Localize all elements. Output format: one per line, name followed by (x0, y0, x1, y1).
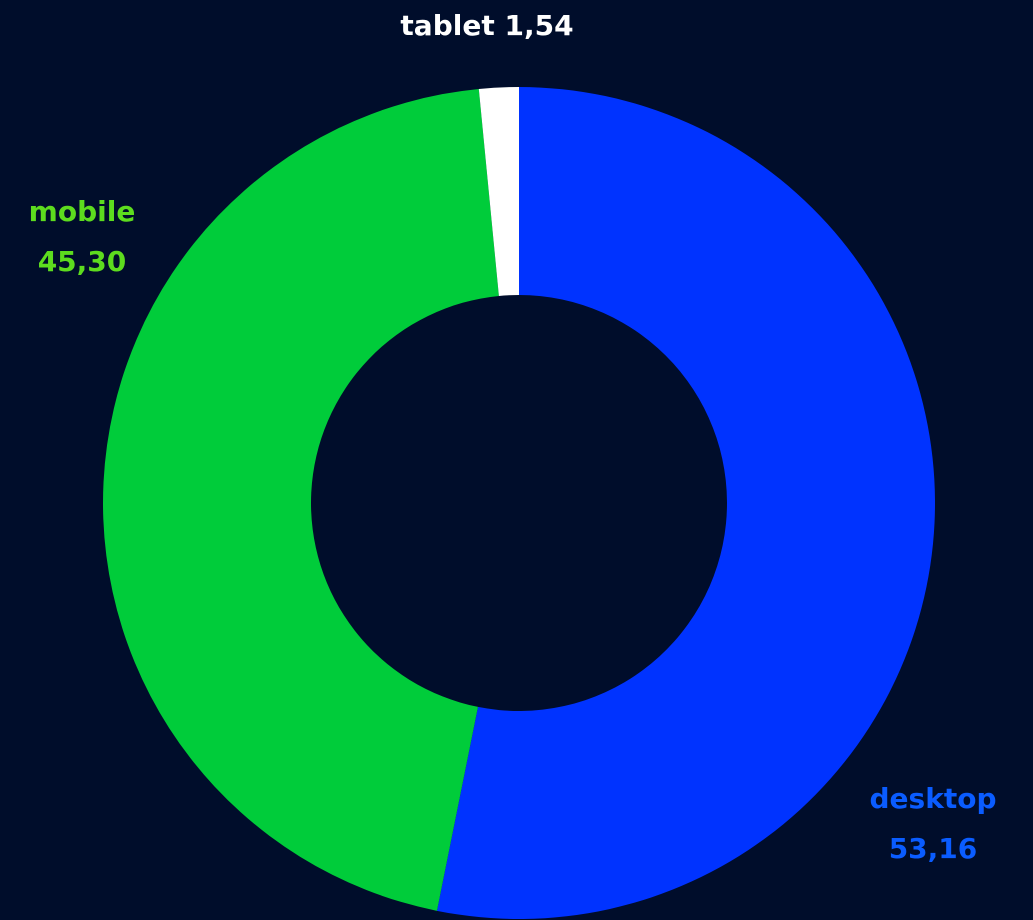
donut-slice (436, 87, 935, 919)
donut-slice (102, 88, 499, 911)
slice-value: 45,30 (38, 245, 127, 278)
slice-value: 1,54 (504, 9, 573, 42)
slice-category: tablet (400, 9, 494, 42)
slice-label: tablet 1,54 (400, 9, 573, 42)
slice-value: 53,16 (889, 832, 978, 865)
slice-category: mobile (29, 195, 136, 228)
slice-category: desktop (870, 782, 997, 815)
donut-slice (478, 87, 519, 296)
